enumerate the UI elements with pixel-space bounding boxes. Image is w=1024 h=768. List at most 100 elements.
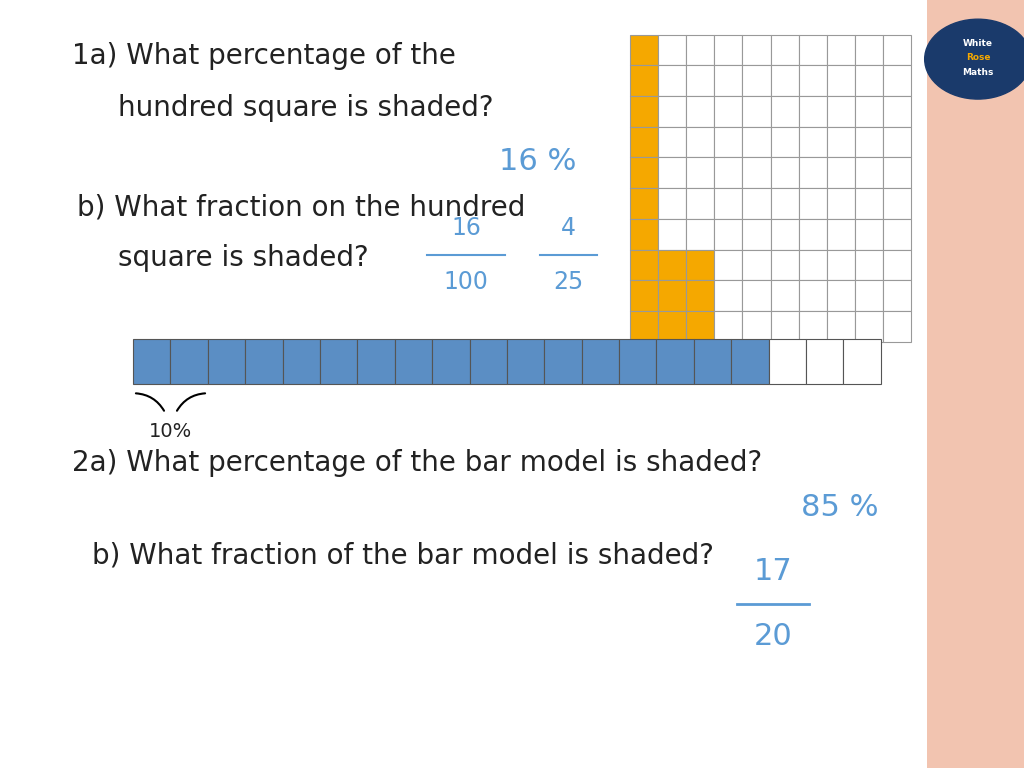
Bar (770, 157, 799, 188)
Bar (883, 127, 911, 157)
Bar (742, 311, 770, 342)
Bar (715, 280, 742, 311)
Bar (827, 157, 855, 188)
Text: Maths: Maths (963, 68, 993, 78)
Bar (799, 96, 827, 127)
Bar (742, 96, 770, 127)
Text: 16 %: 16 % (499, 147, 577, 177)
Bar (883, 96, 911, 127)
Bar (715, 311, 742, 342)
Bar (883, 280, 911, 311)
Bar (686, 219, 715, 250)
Bar (469, 339, 507, 384)
Bar (827, 280, 855, 311)
Text: 1a) What percentage of the: 1a) What percentage of the (72, 42, 456, 70)
Bar (799, 35, 827, 65)
Bar (770, 280, 799, 311)
Bar (883, 35, 911, 65)
Bar (799, 280, 827, 311)
Bar (657, 65, 686, 96)
Bar (883, 311, 911, 342)
Bar (656, 339, 694, 384)
Bar (855, 250, 883, 280)
Bar (657, 188, 686, 219)
Bar (715, 96, 742, 127)
Bar (883, 219, 911, 250)
Bar (770, 65, 799, 96)
Bar (731, 339, 768, 384)
Bar (630, 65, 657, 96)
Bar (799, 188, 827, 219)
Bar (208, 339, 246, 384)
Bar (883, 65, 911, 96)
Bar (630, 250, 657, 280)
Bar (855, 96, 883, 127)
Bar (357, 339, 394, 384)
Bar (686, 35, 715, 65)
Bar (770, 188, 799, 219)
Text: 17: 17 (754, 557, 793, 586)
Bar (283, 339, 319, 384)
Bar (657, 127, 686, 157)
Bar (855, 65, 883, 96)
Bar (686, 157, 715, 188)
Bar (742, 280, 770, 311)
Text: 4: 4 (561, 216, 575, 240)
Bar (170, 339, 208, 384)
Bar (686, 280, 715, 311)
Text: b) What fraction of the bar model is shaded?: b) What fraction of the bar model is sha… (92, 541, 714, 569)
Text: 16: 16 (451, 216, 481, 240)
Bar (582, 339, 618, 384)
Bar (630, 157, 657, 188)
Bar (799, 157, 827, 188)
Bar (630, 127, 657, 157)
Text: 20: 20 (754, 622, 793, 651)
Bar (686, 250, 715, 280)
Bar (715, 35, 742, 65)
Bar (715, 127, 742, 157)
Text: hundred square is shaded?: hundred square is shaded? (118, 94, 494, 121)
Bar (770, 35, 799, 65)
Bar (855, 280, 883, 311)
Bar (686, 127, 715, 157)
Bar (770, 219, 799, 250)
Text: 100: 100 (443, 270, 488, 294)
Bar (246, 339, 283, 384)
Bar (686, 65, 715, 96)
Bar (883, 188, 911, 219)
Bar (855, 127, 883, 157)
Bar (694, 339, 731, 384)
Bar (799, 219, 827, 250)
Bar (770, 311, 799, 342)
Bar (827, 65, 855, 96)
Bar (844, 339, 881, 384)
Bar (806, 339, 843, 384)
Bar (855, 35, 883, 65)
Bar (742, 219, 770, 250)
Text: 10%: 10% (148, 422, 193, 442)
Bar (630, 219, 657, 250)
Bar (827, 219, 855, 250)
Bar (927, 0, 1024, 768)
Bar (742, 157, 770, 188)
Bar (657, 280, 686, 311)
Bar (715, 219, 742, 250)
Bar (319, 339, 357, 384)
Bar (630, 188, 657, 219)
Bar (686, 96, 715, 127)
Text: square is shaded?: square is shaded? (118, 244, 369, 272)
Bar (827, 311, 855, 342)
Bar (855, 157, 883, 188)
Bar (657, 311, 686, 342)
Bar (770, 250, 799, 280)
Bar (715, 65, 742, 96)
Bar (855, 311, 883, 342)
Bar (770, 96, 799, 127)
Bar (770, 127, 799, 157)
Bar (827, 250, 855, 280)
Text: Rose: Rose (966, 53, 990, 62)
Bar (657, 250, 686, 280)
Bar (855, 219, 883, 250)
Bar (855, 188, 883, 219)
Bar (715, 250, 742, 280)
